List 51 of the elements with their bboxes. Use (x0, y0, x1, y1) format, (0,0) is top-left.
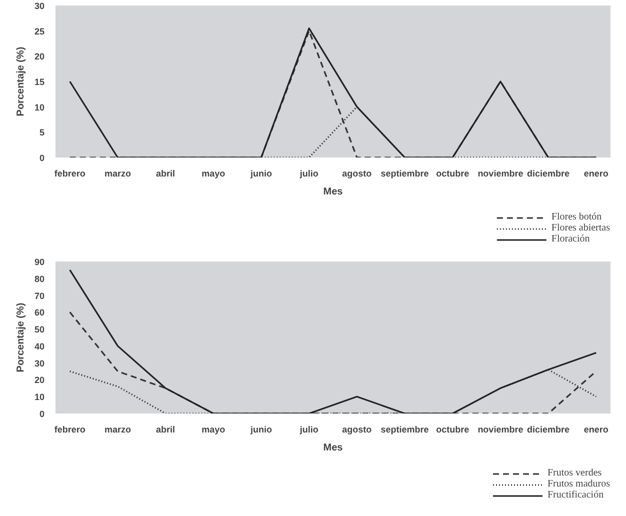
x-tick-label: julio (298, 168, 319, 178)
y-tick-label: 0 (39, 153, 45, 163)
y-axis-title: Porcentaje (%) (15, 46, 26, 116)
y-tick-label: 90 (34, 257, 45, 267)
y-tick-label: 10 (34, 102, 45, 112)
x-tick-label: diciembre (527, 424, 570, 434)
x-tick-label: septiembre (380, 168, 429, 178)
y-tick-label: 0 (39, 409, 45, 419)
y-tick-label: 25 (34, 26, 45, 36)
x-tick-label: octubre (436, 424, 470, 434)
y-tick-label: 60 (34, 308, 45, 318)
x-tick-label: mayo (202, 168, 226, 178)
legend-label: Floración (551, 234, 590, 244)
x-tick-label: febrero (54, 424, 86, 434)
x-tick-label: abril (156, 168, 176, 178)
x-tick-label: junio (249, 168, 272, 178)
x-axis-title: Mes (323, 186, 344, 198)
legend-label: Flores abiertas (551, 222, 610, 234)
legend-label: Flores botón (551, 212, 602, 222)
y-tick-label: 15 (34, 77, 45, 87)
x-tick-label: marzo (104, 168, 132, 178)
x-tick-label: marzo (104, 424, 132, 434)
y-axis-title: Porcentaje (%) (15, 302, 26, 372)
legend-label: Fructificación (548, 490, 604, 500)
y-tick-label: 5 (39, 128, 45, 138)
y-tick-label: 80 (34, 274, 45, 284)
y-tick-label: 10 (34, 392, 45, 402)
x-tick-label: abril (156, 424, 176, 434)
x-tick-label: diciembre (527, 168, 570, 178)
x-tick-label: noviembre (478, 168, 524, 178)
y-tick-label: 30 (34, 1, 45, 11)
x-tick-label: julio (298, 424, 319, 434)
y-tick-label: 20 (34, 375, 45, 386)
legend-label: Frutos maduros (548, 478, 610, 490)
x-tick-label: febrero (54, 168, 86, 178)
x-tick-label: enero (584, 168, 609, 178)
y-tick-label: 50 (34, 324, 45, 335)
x-tick-label: junio (249, 424, 272, 434)
legend-label: Frutos verdes (548, 468, 602, 478)
x-tick-label: agosto (342, 424, 372, 434)
y-tick-label: 30 (34, 358, 45, 368)
x-tick-label: octubre (436, 168, 470, 178)
y-tick-label: 70 (34, 290, 45, 301)
x-tick-label: septiembre (380, 424, 429, 434)
x-tick-label: agosto (342, 168, 372, 178)
x-tick-label: enero (584, 424, 609, 434)
y-tick-label: 20 (34, 52, 45, 62)
x-tick-label: noviembre (478, 424, 524, 434)
x-axis-title: Mes (323, 442, 344, 454)
y-tick-label: 40 (34, 341, 45, 352)
x-tick-label: mayo (202, 424, 226, 434)
